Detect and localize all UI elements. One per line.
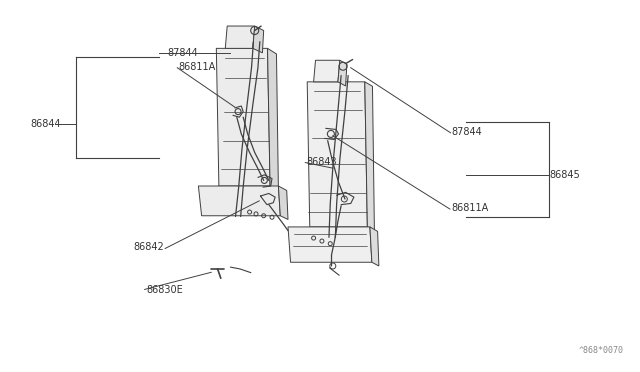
Polygon shape	[307, 82, 367, 227]
Text: 86842: 86842	[133, 243, 164, 252]
Text: 86811A: 86811A	[451, 203, 488, 213]
Polygon shape	[365, 82, 374, 231]
Text: ^868*0070: ^868*0070	[579, 346, 624, 355]
Text: 86845: 86845	[549, 170, 580, 180]
Polygon shape	[314, 60, 340, 82]
Text: 86843: 86843	[306, 157, 337, 167]
Polygon shape	[278, 186, 288, 219]
Polygon shape	[253, 26, 264, 53]
Polygon shape	[338, 60, 347, 86]
Polygon shape	[370, 227, 379, 266]
Polygon shape	[225, 26, 255, 48]
Text: 87844: 87844	[168, 48, 198, 58]
Polygon shape	[198, 186, 280, 216]
Text: 86811A: 86811A	[178, 62, 215, 72]
Polygon shape	[288, 227, 372, 262]
Polygon shape	[216, 48, 270, 186]
Text: 86830E: 86830E	[146, 285, 182, 295]
Text: 87844: 87844	[451, 127, 482, 137]
Text: 86844: 86844	[31, 119, 61, 128]
Polygon shape	[268, 48, 278, 190]
